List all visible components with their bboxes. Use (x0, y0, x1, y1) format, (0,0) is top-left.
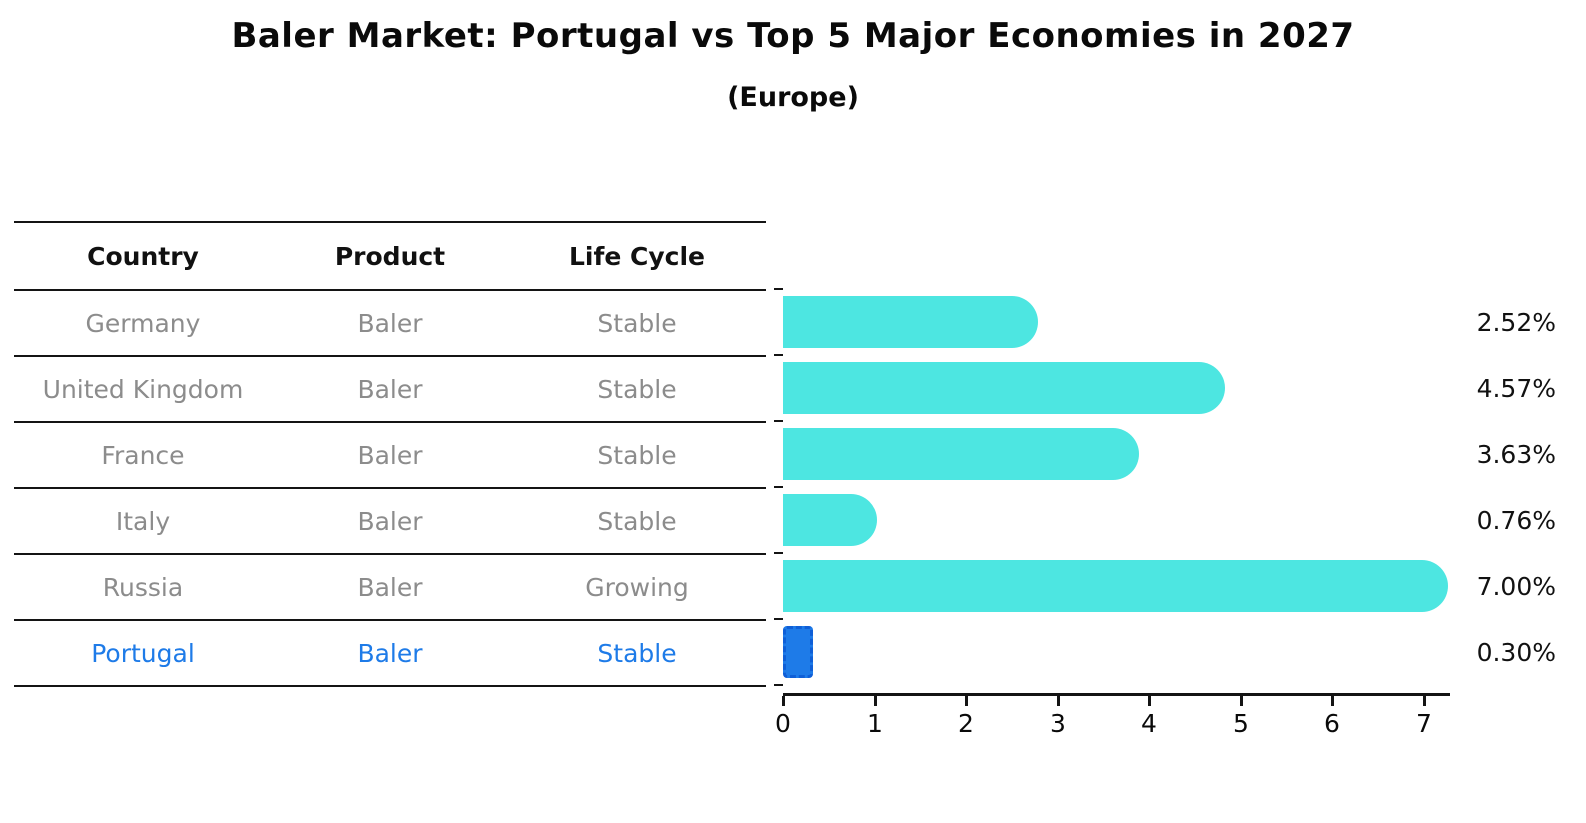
value-label-germany: 2.52% (1476, 307, 1556, 337)
cell-life-cycle: Stable (597, 638, 677, 668)
cell-product: Baler (357, 374, 423, 404)
bar-row-germany (783, 289, 1450, 355)
bar-portugal (783, 626, 813, 678)
table-row-germany: Germany Baler Stable (14, 291, 766, 357)
y-axis-tick (774, 552, 783, 554)
cell-life-cycle: Growing (585, 572, 689, 602)
cell-product: Baler (357, 308, 423, 338)
country-table: Country Product Life Cycle Germany Baler Sta… (14, 221, 766, 687)
bar-italy (783, 494, 877, 546)
y-axis-tick (774, 288, 783, 290)
cell-product: Baler (357, 440, 423, 470)
cell-product: Baler (357, 638, 423, 668)
x-tick-label: 0 (775, 709, 791, 738)
x-axis-tick (1057, 696, 1060, 706)
bar-row-russia (783, 553, 1450, 619)
x-tick-label: 3 (1050, 709, 1066, 738)
bar-chart-plot: 0 1 2 3 4 5 6 7 (774, 288, 1450, 738)
y-axis-tick (774, 420, 783, 422)
cell-country: United Kingdom (42, 374, 244, 404)
y-axis-tick (774, 684, 783, 686)
cell-country: Portugal (91, 638, 195, 668)
column-header-life-cycle: Life Cycle (568, 241, 706, 271)
table-row-france: France Baler Stable (14, 423, 766, 489)
bar-united-kingdom (783, 362, 1225, 414)
cell-country: France (101, 440, 185, 470)
cell-product: Baler (357, 506, 423, 536)
y-axis-tick (774, 486, 783, 488)
x-axis-tick (874, 696, 877, 706)
cell-country: Russia (102, 572, 184, 602)
table-row-italy: Italy Baler Stable (14, 489, 766, 555)
x-tick-label: 1 (867, 709, 883, 738)
column-header-country: Country (87, 241, 199, 271)
table-body: Germany Baler Stable United Kingdom Baler Sta… (14, 291, 766, 687)
bar-row-portugal (783, 619, 1450, 685)
cell-life-cycle: Stable (597, 506, 677, 536)
x-axis-tick (965, 696, 968, 706)
bar-row-italy (783, 487, 1450, 553)
value-label-italy: 0.76% (1476, 505, 1556, 535)
x-axis-line (783, 693, 1450, 696)
cell-life-cycle: Stable (597, 374, 677, 404)
cell-country: Italy (115, 506, 171, 536)
table-row-russia: Russia Baler Growing (14, 555, 766, 621)
value-label-united-kingdom: 4.57% (1476, 373, 1556, 403)
x-tick-label: 2 (958, 709, 974, 738)
x-tick-label: 4 (1141, 709, 1157, 738)
cell-product: Baler (357, 572, 423, 602)
table-header-row: Country Product Life Cycle (14, 223, 766, 291)
x-axis-tick (1148, 696, 1151, 706)
y-axis-tick (774, 354, 783, 356)
column-header-product: Product (334, 241, 446, 271)
bar-row-united-kingdom (783, 355, 1450, 421)
x-tick-label: 7 (1416, 709, 1432, 738)
value-label-russia: 7.00% (1476, 571, 1556, 601)
chart-subtitle: (Europe) (727, 82, 859, 113)
cell-life-cycle: Stable (597, 440, 677, 470)
chart-title: Baler Market: Portugal vs Top 5 Major Ec… (231, 16, 1355, 56)
cell-life-cycle: Stable (597, 308, 677, 338)
x-tick-label: 6 (1324, 709, 1340, 738)
value-label-france: 3.63% (1476, 439, 1556, 469)
table-row-united-kingdom: United Kingdom Baler Stable (14, 357, 766, 423)
bar-row-france (783, 421, 1450, 487)
x-axis-tick (782, 696, 785, 706)
x-axis-tick (1423, 696, 1426, 706)
bar-germany (783, 296, 1038, 348)
x-axis-tick (1240, 696, 1243, 706)
x-axis-tick (1331, 696, 1334, 706)
bar-france (783, 428, 1139, 480)
table-row-portugal: Portugal Baler Stable (14, 621, 766, 687)
y-axis-tick (774, 618, 783, 620)
x-tick-label: 5 (1233, 709, 1249, 738)
bar-russia (783, 560, 1448, 612)
value-label-portugal: 0.30% (1476, 637, 1556, 667)
cell-country: Germany (85, 308, 201, 338)
